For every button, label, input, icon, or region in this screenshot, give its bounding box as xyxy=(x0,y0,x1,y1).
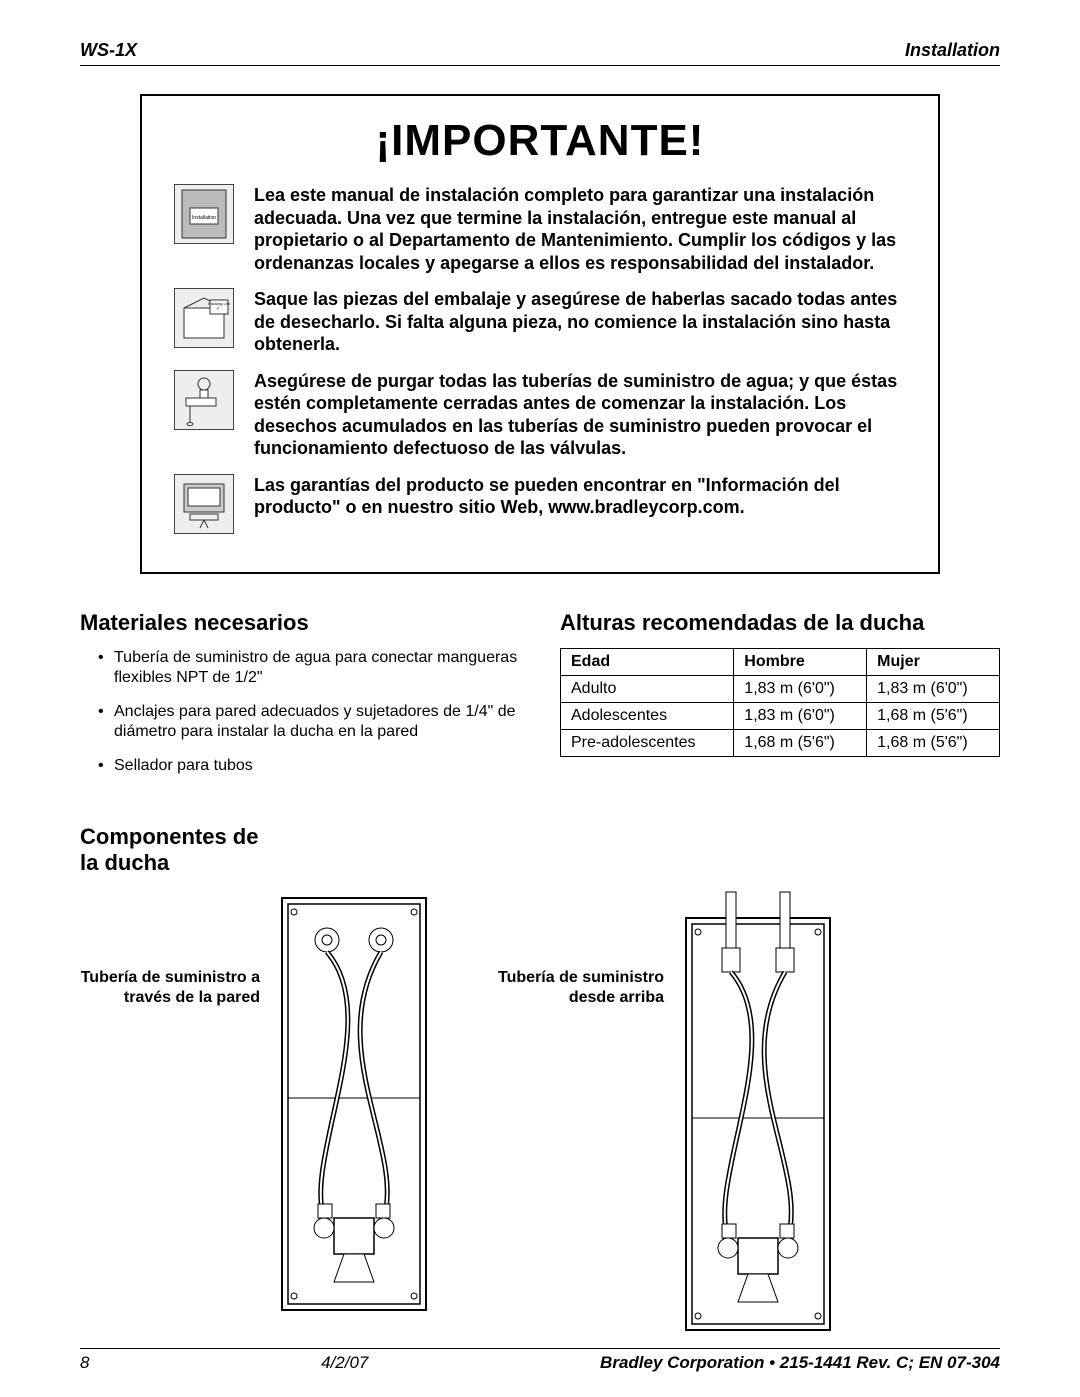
footer-page: 8 xyxy=(80,1353,89,1373)
table-header: Edad xyxy=(561,648,734,675)
svg-text:✓: ✓ xyxy=(216,306,220,312)
footer-right: Bradley Corporation • 215-1441 Rev. C; E… xyxy=(600,1353,1000,1373)
diagram1-label: Tubería de suministro a través de la par… xyxy=(80,888,260,1008)
callout-text: Lea este manual de instalación completo … xyxy=(254,184,906,274)
callout-row: Installation Lea este manual de instalaci… xyxy=(174,184,906,274)
header-left: WS-1X xyxy=(80,40,137,61)
callout-row: Packing List✓ Saque las piezas del embala… xyxy=(174,288,906,356)
table-cell: Adulto xyxy=(561,675,734,702)
page-footer: 8 4/2/07 Bradley Corporation • 215-1441 … xyxy=(80,1348,1000,1373)
callout-text: Las garantías del producto se pueden enc… xyxy=(254,474,906,519)
materials-list: Tubería de suministro de agua para conec… xyxy=(80,648,520,776)
table-cell: Adolescentes xyxy=(561,702,734,729)
material-item: Tubería de suministro de agua para conec… xyxy=(98,648,520,688)
table-cell: 1,68 m (5'6") xyxy=(734,729,867,756)
box-icon: Packing List✓ xyxy=(174,288,234,348)
faucet-icon xyxy=(174,370,234,430)
table-cell: 1,68 m (5'6") xyxy=(867,702,1000,729)
table-row: Adulto1,83 m (6'0")1,83 m (6'0") xyxy=(561,675,1000,702)
manual-icon: Installation xyxy=(174,184,234,244)
callout-row: Las garantías del producto se pueden enc… xyxy=(174,474,906,534)
table-header: Mujer xyxy=(867,648,1000,675)
table-cell: 1,83 m (6'0") xyxy=(734,675,867,702)
table-header: Hombre xyxy=(734,648,867,675)
table-cell: 1,83 m (6'0") xyxy=(734,702,867,729)
table-cell: 1,68 m (5'6") xyxy=(867,729,1000,756)
callout-title: ¡IMPORTANTE! xyxy=(174,116,906,166)
svg-text:Installation: Installation xyxy=(192,215,216,221)
header-right: Installation xyxy=(905,40,1000,61)
heights-title: Alturas recomendadas de la ducha xyxy=(560,610,1000,636)
table-cell: 1,83 m (6'0") xyxy=(867,675,1000,702)
materials-title: Materiales necesarios xyxy=(80,610,520,636)
callout-row: Asegúrese de purgar todas las tuberías d… xyxy=(174,370,906,460)
footer-date: 4/2/07 xyxy=(89,1353,600,1373)
heights-table: EdadHombreMujer Adulto1,83 m (6'0")1,83 … xyxy=(560,648,1000,757)
diagram2-label: Tubería de suministro desde arriba xyxy=(474,888,664,1008)
computer-icon xyxy=(174,474,234,534)
table-cell: Pre-adolescentes xyxy=(561,729,734,756)
diagram-through-wall xyxy=(274,888,434,1328)
callout-text: Asegúrese de purgar todas las tuberías d… xyxy=(254,370,906,460)
material-item: Sellador para tubos xyxy=(98,756,520,776)
important-callout: ¡IMPORTANTE! Installation Lea este manual… xyxy=(140,94,940,574)
callout-text: Saque las piezas del embalaje y asegúres… xyxy=(254,288,906,356)
diagram-from-above xyxy=(678,888,838,1348)
table-row: Pre-adolescentes1,68 m (5'6")1,68 m (5'6… xyxy=(561,729,1000,756)
components-title: Componentes de la ducha xyxy=(80,824,280,876)
table-row: Adolescentes1,83 m (6'0")1,68 m (5'6") xyxy=(561,702,1000,729)
material-item: Anclajes para pared adecuados y sujetado… xyxy=(98,702,520,742)
page-header: WS-1X Installation xyxy=(80,40,1000,66)
